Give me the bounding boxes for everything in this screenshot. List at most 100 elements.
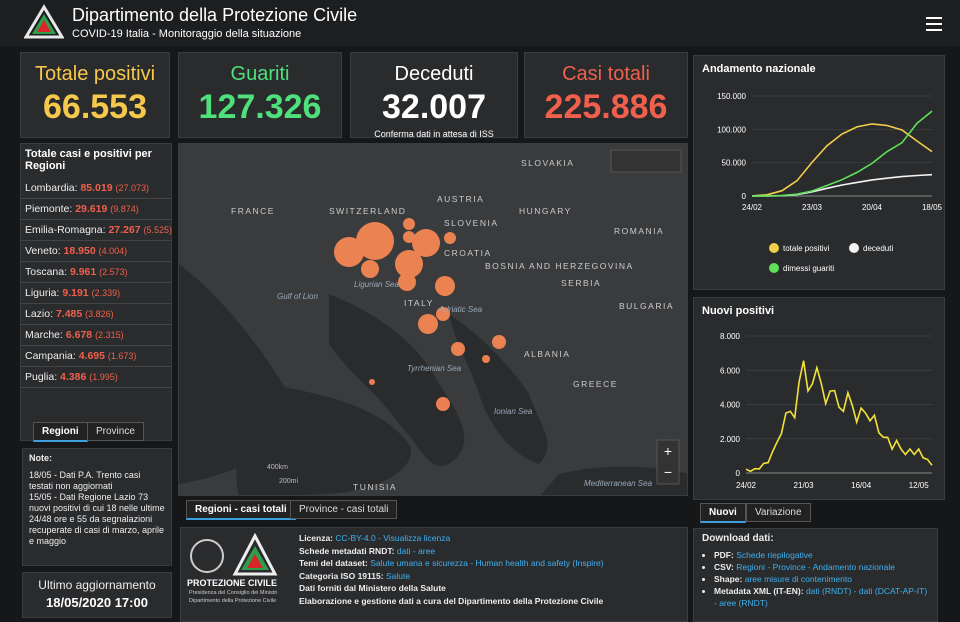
region-positives: (1.995) [89,372,118,382]
region-name: Toscana: [25,266,68,278]
line-series [751,110,933,197]
tab[interactable]: Province - casi totali [290,500,398,519]
info-item: Temi del dataset: Salute umana e sicurez… [299,557,604,570]
y-tick-label: 8.000 [720,332,741,341]
map-panel: + − FRANCE SWITZERLAND AUSTRIA SLOVAKIA HUNG… [178,143,688,496]
kpi-value: 225.886 [544,88,668,126]
map-label: Ionian Sea [494,407,533,416]
map-label: Tyrrhenian Sea [407,364,462,373]
region-row: Puglia: 4.386 (1.995) [21,367,171,388]
x-tick-label: 21/03 [794,481,815,490]
link: Schede riepilogative [736,550,813,560]
info-label: CSV: [714,562,734,572]
y-tick-label: 2.000 [720,435,741,444]
note: 15/05 - Dati Regione Lazio 73 nuovi posi… [29,492,165,546]
region-row: Piemonte: 29.619 (9.874) [21,199,171,220]
map-label: BOSNIA AND HERZEGOVINA [485,261,634,271]
map-label: Adriatic Sea [438,305,483,314]
region-row: Campania: 4.695 (1.673) [21,346,171,367]
map-label: BULGARIA [619,301,674,311]
map-scale: 400km [267,464,288,471]
download-list: PDF: Schede riepilogativeCSV: Regioni - … [702,549,929,609]
region-total: 7.485 [55,308,83,320]
update-label: Ultimo aggiornamento [38,578,156,592]
map-label: Ligurian Sea [354,280,399,289]
region-row: Toscana: 9.961 (2.573) [21,262,171,283]
info-panel: PROTEZIONE CIVILE Presidenza del Consigl… [180,527,688,622]
map-label: AUSTRIA [437,194,484,204]
region-positives: (1.673) [107,351,137,361]
region-name: Emilia-Romagna: [25,224,106,236]
y-tick-label: 100.000 [717,125,746,134]
chart: Andamento nazionale 0 50.000 100.000 150.000… [702,63,943,273]
tab[interactable]: Nuovi [700,503,746,523]
info-label: Schede metadati RNDT: [299,545,395,556]
info-label: Shape: [714,574,743,584]
region-total: 9.961 [69,266,97,278]
info-label: Elaborazione e gestione dati a cura del … [299,595,604,606]
map-label: Gulf of Lion [277,292,318,301]
map[interactable]: + − FRANCE SWITZERLAND AUSTRIA SLOVAKIA HUNG… [179,144,688,496]
tab[interactable]: Regioni [33,422,88,442]
info-label: Licenza: [299,533,334,543]
region-row: Emilia-Romagna: 27.267 (5.525) [21,220,173,241]
region-total: 18.950 [63,245,96,257]
download-item: Metadata XML (IT-EN): dati (RNDT) - dati… [714,585,929,609]
x-tick-label: 23/03 [802,203,823,212]
legend-label: dimessi guariti [783,264,834,273]
map-clusters[interactable] [334,218,506,411]
kpi-label: Guariti [230,63,290,85]
info-item: Elaborazione e gestione dati a cura del … [299,595,604,608]
tab[interactable]: Variazione [746,503,811,522]
zoom-control[interactable] [656,439,680,485]
tab[interactable]: Regioni - casi totali [186,500,296,520]
region-positives: (27.073) [115,183,150,193]
x-tick-label: 24/02 [736,481,757,490]
map-label: SERBIA [561,278,601,288]
region-total: 9.191 [62,287,89,299]
link: CC-BY-4.0 - Visualizza licenza [335,533,451,543]
download-title: Download dati: [702,533,774,544]
regions-list: Lombardia: 85.019 (27.073) Piemonte: 29.6… [21,178,173,388]
x-tick-label: 24/02 [742,203,763,212]
map-label: FRANCE [231,206,275,216]
info-label: PDF: [714,550,734,560]
download-item: Shape: aree misure di contenimento [714,573,929,585]
info-item: Licenza: CC-BY-4.0 - Visualizza licenza [299,532,604,545]
region-total: 27.267 [108,224,141,236]
y-tick-label: 0 [742,192,747,201]
logo-icon [24,4,64,39]
map-label: GREECE [573,379,618,389]
header-title: Dipartimento della Protezione Civile [72,5,358,25]
region-positives: (3.826) [85,309,114,319]
download-panel: Download dati: PDF: Schede riepilogative… [693,528,938,622]
kpi-value: 32.007 [382,88,486,126]
link: Salute umana e sicurezza - Human health … [370,558,604,568]
info-item: Categoria ISO 19115: Salute [299,570,604,583]
map-label: CROATIA [444,248,492,258]
line-series [751,123,933,197]
chart-title: Nuovi positivi [702,305,774,317]
tab[interactable]: Province [87,422,144,441]
x-tick-label: 20/04 [862,203,883,212]
logo [190,532,278,576]
map-tools[interactable] [610,149,682,173]
region-positives: (5.525) [143,225,173,235]
svg-text:+: + [664,443,672,459]
chart: Nuovi positivi 0 2.000 4.000 6.000 8.000 24/02… [702,305,933,490]
x-tick-label: 18/05 [922,203,943,212]
line-series [745,360,933,473]
link: Salute [385,570,411,581]
x-tick-label: 12/05 [909,481,930,490]
region-total: 4.695 [78,350,105,362]
region-name: Campania: [25,350,76,362]
info-label: Dati forniti dal Ministero della Salute [299,583,446,593]
menu-button[interactable] [926,17,942,31]
legend-label: deceduti [863,244,893,253]
chart-panel: Andamento nazionale 0 50.000 100.000 150.000… [693,55,945,290]
logo-line: Presidenza del Consiglio dei Ministri [189,590,278,596]
header-subtitle: COVID-19 Italia - Monitoraggio della sit… [72,28,302,40]
region-positives: (2.315) [95,330,124,340]
region-row: Marche: 6.678 (2.315) [21,325,171,346]
region-row: Lombardia: 85.019 (27.073) [21,178,171,199]
